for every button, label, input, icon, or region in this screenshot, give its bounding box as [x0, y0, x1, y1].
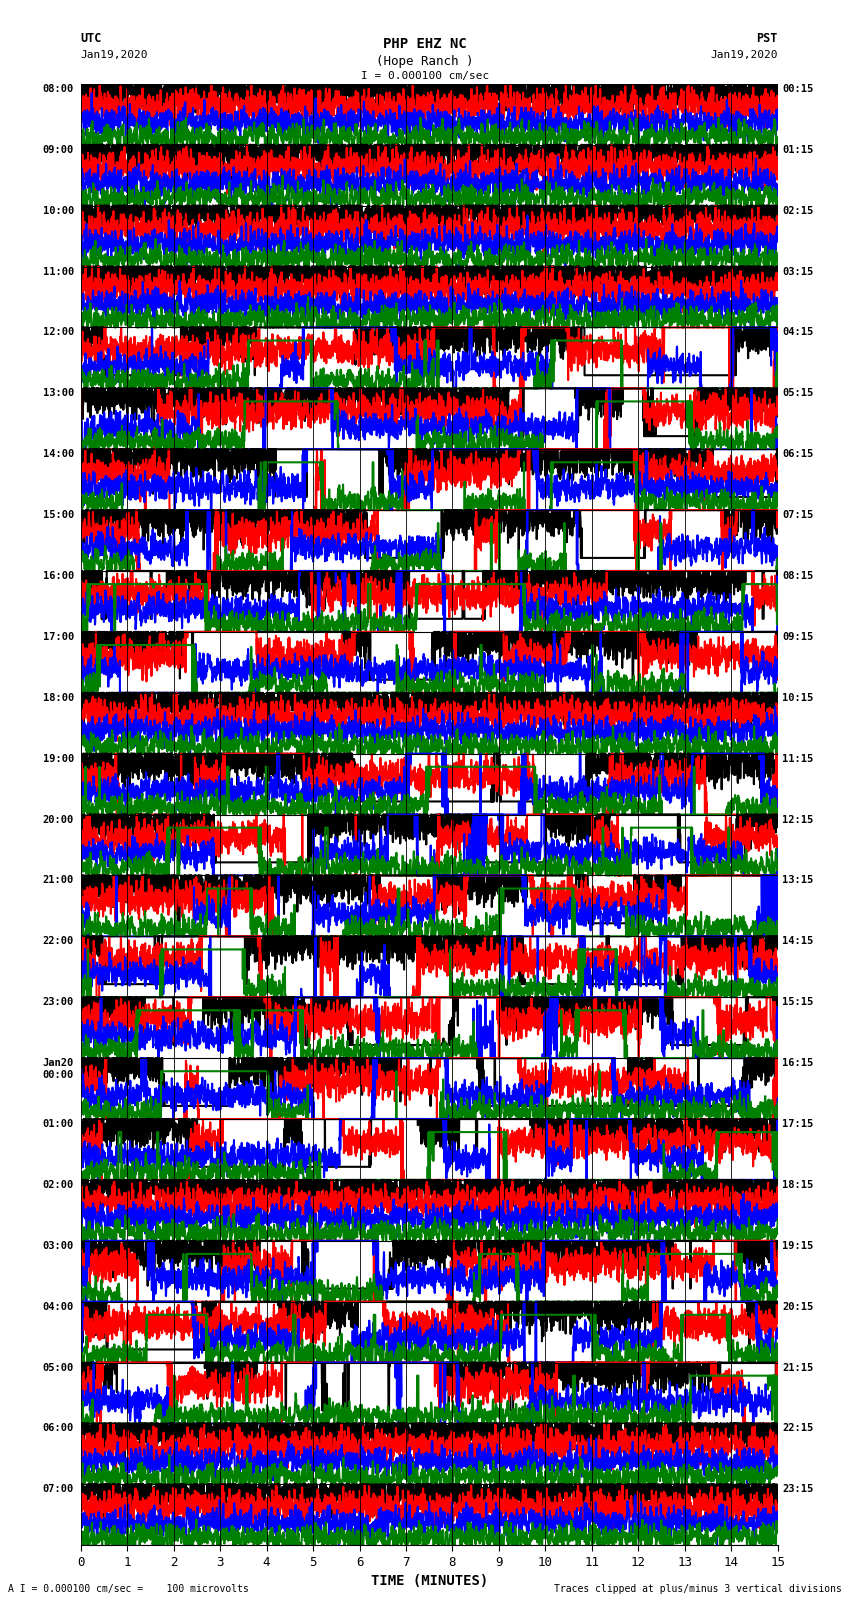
Text: Traces clipped at plus/minus 3 vertical divisions: Traces clipped at plus/minus 3 vertical … — [553, 1584, 842, 1594]
Text: 14:00: 14:00 — [42, 448, 74, 460]
Text: 17:15: 17:15 — [782, 1119, 813, 1129]
Text: 09:15: 09:15 — [782, 632, 813, 642]
Text: 11:15: 11:15 — [782, 753, 813, 763]
Text: (Hope Ranch ): (Hope Ranch ) — [377, 55, 473, 68]
Text: A I = 0.000100 cm/sec =    100 microvolts: A I = 0.000100 cm/sec = 100 microvolts — [8, 1584, 249, 1594]
Text: PST: PST — [756, 32, 778, 45]
Text: 04:00: 04:00 — [42, 1302, 74, 1311]
Text: 08:15: 08:15 — [782, 571, 813, 581]
Text: 02:15: 02:15 — [782, 206, 813, 216]
Text: 13:00: 13:00 — [42, 389, 74, 398]
Text: 10:00: 10:00 — [42, 206, 74, 216]
Text: 20:00: 20:00 — [42, 815, 74, 824]
Text: 05:15: 05:15 — [782, 389, 813, 398]
Text: 20:15: 20:15 — [782, 1302, 813, 1311]
Text: 11:00: 11:00 — [42, 266, 74, 276]
Text: 19:00: 19:00 — [42, 753, 74, 763]
Text: Jan20
00:00: Jan20 00:00 — [42, 1058, 74, 1079]
Text: 15:15: 15:15 — [782, 997, 813, 1007]
Text: 23:00: 23:00 — [42, 997, 74, 1007]
Text: 10:15: 10:15 — [782, 694, 813, 703]
Text: 03:15: 03:15 — [782, 266, 813, 276]
Text: 12:00: 12:00 — [42, 327, 74, 337]
Text: 09:00: 09:00 — [42, 145, 74, 155]
Text: 03:00: 03:00 — [42, 1240, 74, 1250]
Text: 13:15: 13:15 — [782, 876, 813, 886]
Text: Jan19,2020: Jan19,2020 — [81, 50, 148, 60]
Text: 21:15: 21:15 — [782, 1363, 813, 1373]
Text: 00:15: 00:15 — [782, 84, 813, 94]
Text: 21:00: 21:00 — [42, 876, 74, 886]
Text: 08:00: 08:00 — [42, 84, 74, 94]
Text: 16:15: 16:15 — [782, 1058, 813, 1068]
Text: 07:00: 07:00 — [42, 1484, 74, 1494]
Text: 06:00: 06:00 — [42, 1424, 74, 1434]
Text: 18:00: 18:00 — [42, 694, 74, 703]
Text: 22:00: 22:00 — [42, 936, 74, 947]
Text: PHP EHZ NC: PHP EHZ NC — [383, 37, 467, 52]
Text: 16:00: 16:00 — [42, 571, 74, 581]
Text: UTC: UTC — [81, 32, 102, 45]
Text: 05:00: 05:00 — [42, 1363, 74, 1373]
Text: 15:00: 15:00 — [42, 510, 74, 519]
Text: 19:15: 19:15 — [782, 1240, 813, 1250]
Text: I = 0.000100 cm/sec: I = 0.000100 cm/sec — [361, 71, 489, 81]
Text: 23:15: 23:15 — [782, 1484, 813, 1494]
Text: Jan19,2020: Jan19,2020 — [711, 50, 778, 60]
Text: 17:00: 17:00 — [42, 632, 74, 642]
Text: 18:15: 18:15 — [782, 1181, 813, 1190]
Text: 01:00: 01:00 — [42, 1119, 74, 1129]
Text: 22:15: 22:15 — [782, 1424, 813, 1434]
Text: 06:15: 06:15 — [782, 448, 813, 460]
Text: 04:15: 04:15 — [782, 327, 813, 337]
Text: 02:00: 02:00 — [42, 1181, 74, 1190]
Text: 01:15: 01:15 — [782, 145, 813, 155]
Text: 07:15: 07:15 — [782, 510, 813, 519]
X-axis label: TIME (MINUTES): TIME (MINUTES) — [371, 1574, 488, 1589]
Text: 14:15: 14:15 — [782, 936, 813, 947]
Text: 12:15: 12:15 — [782, 815, 813, 824]
